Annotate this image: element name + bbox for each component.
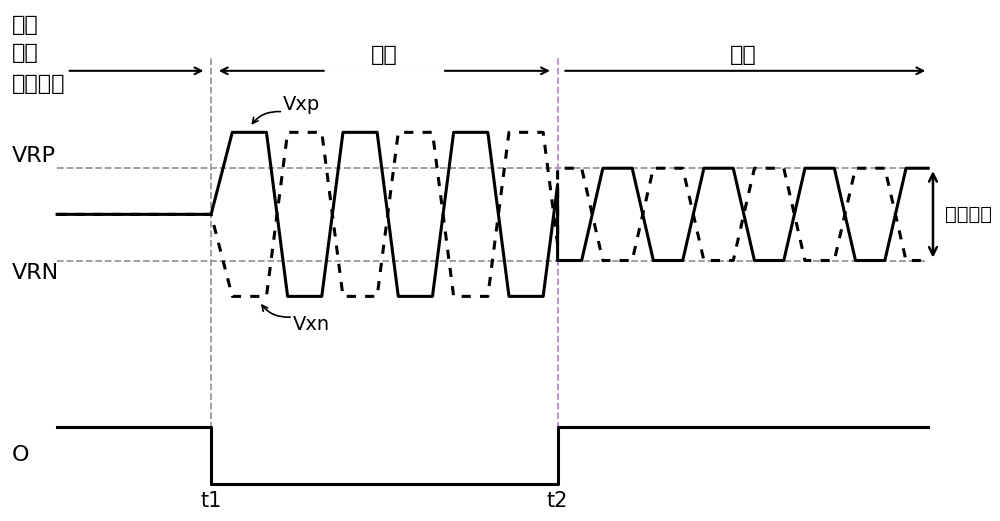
Text: O: O — [12, 445, 29, 465]
Text: Vxp: Vxp — [283, 95, 321, 114]
Text: （无效）: （无效） — [12, 73, 65, 94]
Text: VRN: VRN — [12, 263, 59, 283]
Text: 闲置: 闲置 — [12, 15, 39, 35]
Text: Vxn: Vxn — [293, 315, 330, 334]
Text: t1: t1 — [200, 491, 222, 512]
Text: VRP: VRP — [12, 146, 56, 166]
Text: t2: t2 — [547, 491, 568, 512]
Text: 有效: 有效 — [371, 45, 398, 65]
Text: 无效: 无效 — [730, 45, 756, 65]
Text: 振幅阈值: 振幅阈值 — [945, 205, 992, 224]
Text: 期间: 期间 — [12, 43, 39, 63]
